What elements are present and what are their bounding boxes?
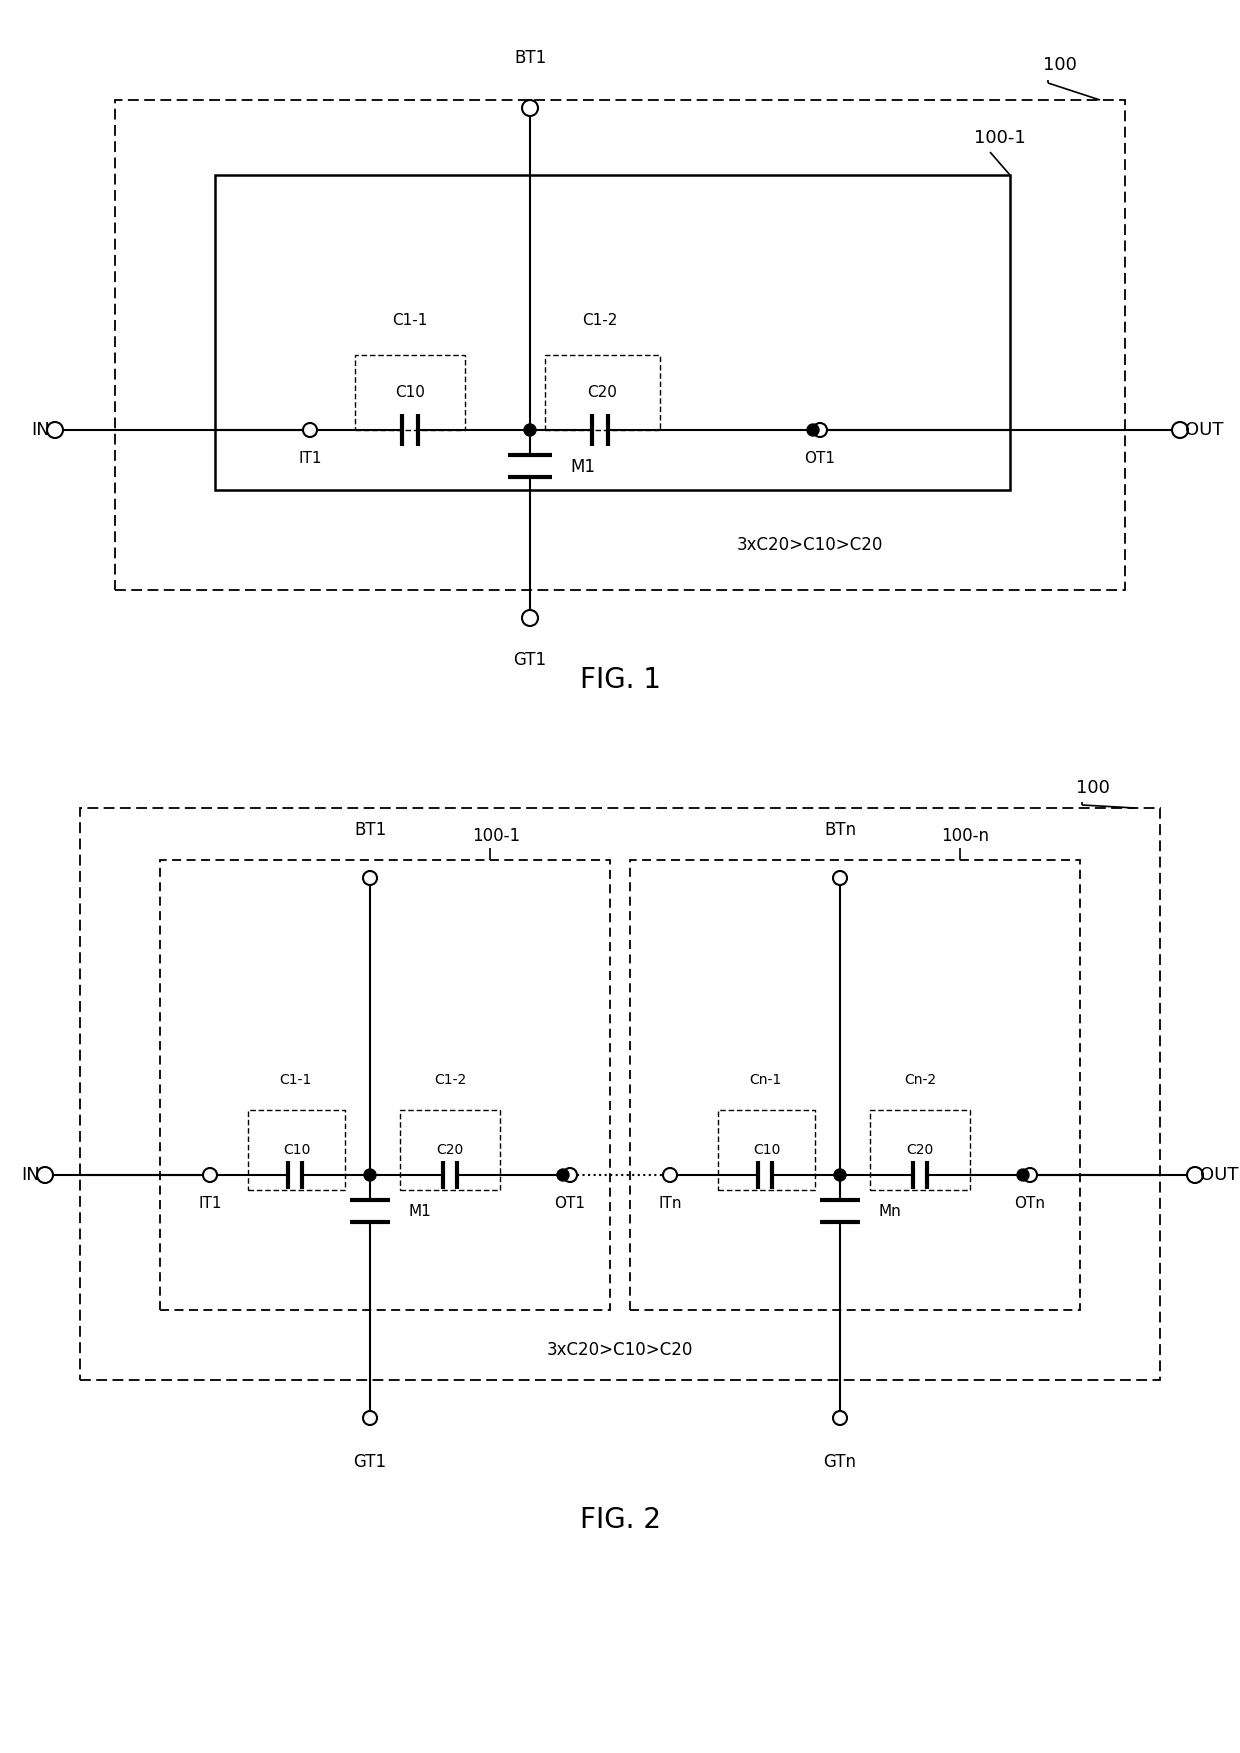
Text: OT1: OT1: [805, 451, 836, 466]
Bar: [215, 175, 1011, 491]
Bar: [718, 1110, 815, 1190]
Text: 3xC20>C10>C20: 3xC20>C10>C20: [547, 1341, 693, 1359]
Bar: [546, 356, 660, 429]
Text: BT1: BT1: [513, 49, 546, 67]
Text: C1-2: C1-2: [583, 312, 618, 328]
Text: C10: C10: [753, 1143, 780, 1157]
Text: OTn: OTn: [1014, 1196, 1045, 1211]
Text: C20: C20: [906, 1143, 934, 1157]
Text: C10: C10: [396, 386, 425, 400]
Text: IT1: IT1: [299, 451, 321, 466]
Circle shape: [807, 424, 818, 436]
Circle shape: [525, 424, 536, 436]
Text: FIG. 2: FIG. 2: [579, 1506, 661, 1534]
Text: GT1: GT1: [513, 650, 547, 670]
Text: Cn-2: Cn-2: [904, 1073, 936, 1087]
Bar: [160, 861, 610, 1309]
Bar: [248, 1110, 345, 1190]
Text: GTn: GTn: [823, 1453, 857, 1471]
Text: OUT: OUT: [1185, 421, 1224, 438]
Text: C1-1: C1-1: [279, 1073, 311, 1087]
Text: 100-1: 100-1: [975, 130, 1025, 147]
Text: M1: M1: [408, 1204, 430, 1220]
Text: 100-n: 100-n: [941, 827, 990, 845]
Text: OT1: OT1: [554, 1196, 585, 1211]
Text: 100: 100: [1076, 778, 1110, 798]
Text: 3xC20>C10>C20: 3xC20>C10>C20: [737, 536, 883, 554]
Text: ITn: ITn: [658, 1196, 682, 1211]
Text: C20: C20: [436, 1143, 464, 1157]
Text: BT1: BT1: [353, 820, 386, 840]
Text: C10: C10: [283, 1143, 310, 1157]
Text: Cn-1: Cn-1: [749, 1073, 781, 1087]
Text: IN: IN: [31, 421, 50, 438]
Text: 100-1: 100-1: [472, 827, 520, 845]
Bar: [355, 356, 465, 429]
Text: IN: IN: [21, 1166, 40, 1183]
Circle shape: [557, 1169, 569, 1182]
Circle shape: [1017, 1169, 1029, 1182]
Bar: [870, 1110, 970, 1190]
Bar: [115, 100, 1125, 591]
Text: M1: M1: [570, 458, 595, 477]
Text: GT1: GT1: [353, 1453, 387, 1471]
Text: FIG. 1: FIG. 1: [579, 666, 661, 694]
Text: C1-2: C1-2: [434, 1073, 466, 1087]
Text: 100: 100: [1043, 56, 1076, 74]
Text: IT1: IT1: [198, 1196, 222, 1211]
Bar: [630, 861, 1080, 1309]
Bar: [401, 1110, 500, 1190]
Circle shape: [365, 1169, 376, 1182]
Text: C20: C20: [588, 386, 618, 400]
Text: OUT: OUT: [1200, 1166, 1239, 1183]
Bar: [81, 808, 1159, 1380]
Circle shape: [835, 1169, 846, 1182]
Text: Mn: Mn: [878, 1204, 900, 1220]
Text: BTn: BTn: [823, 820, 856, 840]
Text: C1-1: C1-1: [392, 312, 428, 328]
